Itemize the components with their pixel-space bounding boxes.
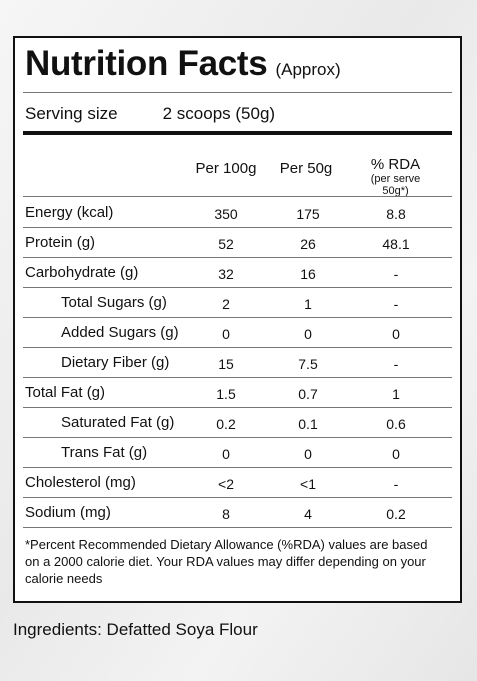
divider bbox=[23, 196, 452, 197]
value-per-100g: 350 bbox=[214, 206, 238, 222]
row-divider bbox=[23, 257, 452, 258]
nutrient-row: Total Sugars (g) 2 1 - bbox=[15, 288, 460, 318]
serving-size-label: Serving size bbox=[25, 104, 118, 123]
row-divider bbox=[23, 437, 452, 438]
value-rda: - bbox=[393, 296, 399, 312]
value-rda: 0 bbox=[392, 446, 400, 462]
nutrient-name: Trans Fat (g) bbox=[61, 444, 148, 461]
rda-header-label: % RDA bbox=[370, 156, 421, 173]
divider bbox=[23, 92, 452, 93]
row-divider bbox=[23, 377, 452, 378]
row-divider bbox=[23, 407, 452, 408]
value-per-100g: 2 bbox=[222, 296, 230, 312]
value-per-50g: 16 bbox=[300, 266, 316, 282]
title-row: Nutrition Facts (Approx) bbox=[25, 44, 450, 92]
value-rda: 0 bbox=[392, 326, 400, 342]
nutrient-row: Saturated Fat (g) 0.2 0.1 0.6 bbox=[15, 408, 460, 438]
nutrient-row: Energy (kcal) 350 175 8.8 bbox=[15, 198, 460, 228]
value-per-100g: 1.5 bbox=[216, 386, 236, 402]
nutrition-label: Nutrition Facts (Approx) Serving size 2 … bbox=[13, 36, 462, 603]
nutrient-row: Trans Fat (g) 0 0 0 bbox=[15, 438, 460, 468]
value-rda: 0.6 bbox=[386, 416, 406, 432]
value-per-50g: 0 bbox=[304, 326, 312, 342]
value-per-100g: 0 bbox=[222, 446, 230, 462]
value-rda: - bbox=[393, 476, 399, 492]
value-per-100g: 52 bbox=[218, 236, 234, 252]
row-divider bbox=[23, 347, 452, 348]
nutrient-row: Sodium (mg) 8 4 0.2 bbox=[15, 498, 460, 528]
nutrient-row: Dietary Fiber (g) 15 7.5 - bbox=[15, 348, 460, 378]
nutrient-name: Saturated Fat (g) bbox=[61, 414, 175, 431]
value-per-100g: 0 bbox=[222, 326, 230, 342]
thick-divider bbox=[23, 131, 452, 135]
serving-size-value: 2 scoops (50g) bbox=[162, 104, 276, 123]
value-rda: 48.1 bbox=[382, 236, 410, 252]
row-divider bbox=[23, 287, 452, 288]
nutrient-name: Sodium (mg) bbox=[25, 504, 111, 521]
value-rda: - bbox=[393, 266, 399, 282]
nutrient-name: Carbohydrate (g) bbox=[25, 264, 139, 281]
label-approx-note: (Approx) bbox=[275, 60, 341, 79]
value-rda: 8.8 bbox=[386, 206, 406, 222]
value-per-50g: 0 bbox=[304, 446, 312, 462]
value-per-100g: 15 bbox=[218, 356, 234, 372]
value-per-50g: 0.7 bbox=[298, 386, 318, 402]
nutrient-row: Added Sugars (g) 0 0 0 bbox=[15, 318, 460, 348]
nutrient-row: Cholesterol (mg) <2 <1 - bbox=[15, 468, 460, 498]
value-per-50g: 4 bbox=[304, 506, 312, 522]
nutrient-name: Dietary Fiber (g) bbox=[61, 354, 170, 371]
column-header-rda: % RDA (per serve 50g*) bbox=[358, 156, 433, 197]
nutrient-row: Carbohydrate (g) 32 16 - bbox=[15, 258, 460, 288]
ingredients-text: Ingredients: Defatted Soya Flour bbox=[13, 620, 258, 639]
value-rda: - bbox=[393, 356, 399, 372]
value-per-50g: 7.5 bbox=[298, 356, 318, 372]
value-per-50g: <1 bbox=[300, 476, 316, 492]
value-per-100g: 8 bbox=[222, 506, 230, 522]
value-per-100g: 0.2 bbox=[216, 416, 236, 432]
rda-footnote: *Percent Recommended Dietary Allowance (… bbox=[25, 537, 428, 586]
divider bbox=[23, 527, 452, 528]
nutrient-name: Energy (kcal) bbox=[25, 204, 114, 221]
value-per-50g: 0.1 bbox=[298, 416, 318, 432]
serving-size-row: Serving size 2 scoops (50g) bbox=[25, 104, 275, 124]
value-per-50g: 1 bbox=[304, 296, 312, 312]
row-divider bbox=[23, 467, 452, 468]
value-rda: 1 bbox=[392, 386, 400, 402]
nutrient-name: Total Sugars (g) bbox=[61, 294, 167, 311]
nutrient-name: Added Sugars (g) bbox=[61, 324, 179, 341]
nutrient-name: Cholesterol (mg) bbox=[25, 474, 136, 491]
column-header-per-50g: Per 50g bbox=[279, 160, 333, 177]
row-divider bbox=[23, 497, 452, 498]
column-header-per-100g: Per 100g bbox=[195, 160, 257, 177]
nutrient-name: Protein (g) bbox=[25, 234, 96, 251]
value-per-100g: 32 bbox=[218, 266, 234, 282]
label-title: Nutrition Facts bbox=[25, 44, 268, 83]
value-per-50g: 26 bbox=[300, 236, 316, 252]
value-rda: 0.2 bbox=[386, 506, 406, 522]
nutrient-row: Protein (g) 52 26 48.1 bbox=[15, 228, 460, 258]
row-divider bbox=[23, 317, 452, 318]
value-per-100g: <2 bbox=[218, 476, 234, 492]
value-per-50g: 175 bbox=[296, 206, 320, 222]
nutrient-name: Total Fat (g) bbox=[25, 384, 106, 401]
rda-header-subtitle: (per serve 50g*) bbox=[370, 173, 421, 197]
nutrient-row: Total Fat (g) 1.5 0.7 1 bbox=[15, 378, 460, 408]
row-divider bbox=[23, 227, 452, 228]
